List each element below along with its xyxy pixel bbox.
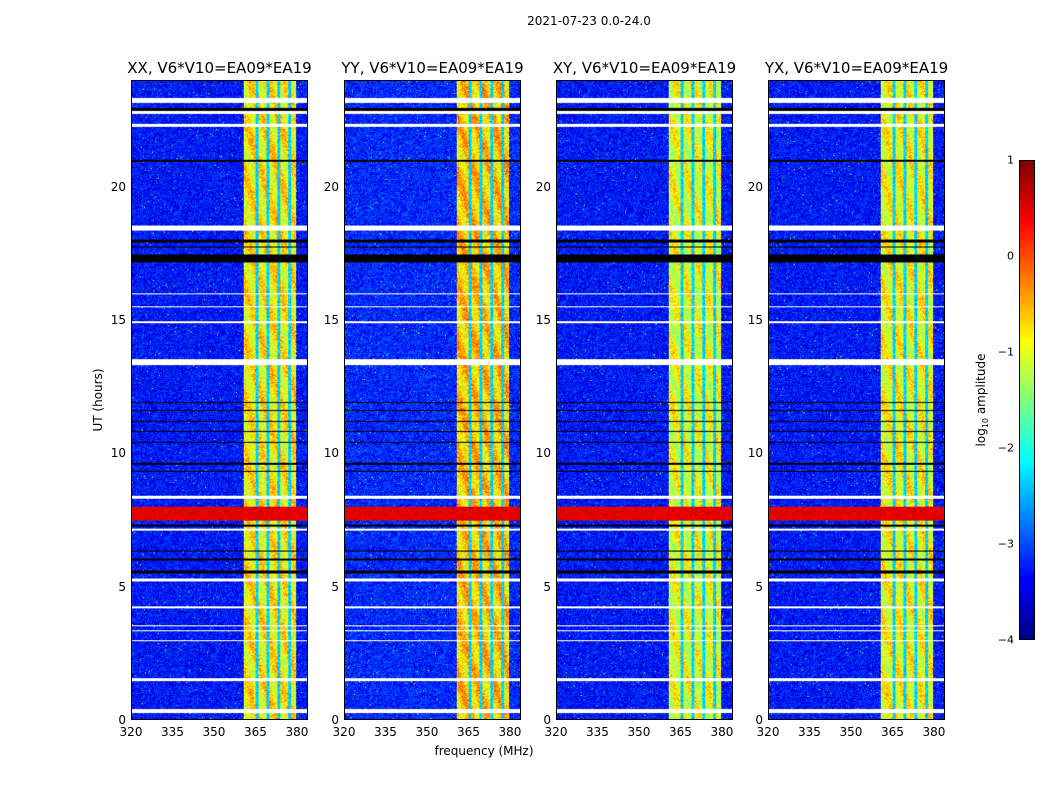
x-tick-label: 350	[202, 725, 226, 739]
colorbar-tick-label: −1	[997, 345, 1014, 359]
y-tick-label: 15	[323, 313, 339, 327]
y-tick-label: 0	[118, 713, 126, 727]
panel-title: XX, V6*V10=EA09*EA19	[127, 59, 312, 77]
y-tick-label: 0	[331, 713, 339, 727]
y-tick-label: 20	[323, 179, 339, 194]
x-tick-label: 320	[332, 725, 356, 739]
colorbar-tick-label: 1	[1007, 153, 1014, 167]
x-tick-label: 380	[498, 725, 522, 739]
y-tick-label: 0	[755, 713, 763, 727]
heatmap-cells	[132, 81, 307, 719]
y-tick-label: 15	[535, 313, 551, 327]
x-tick-label: 335	[161, 725, 184, 739]
panel-title: XY, V6*V10=EA09*EA19	[552, 59, 737, 77]
colorbar	[1019, 160, 1035, 640]
x-tick-label: 350	[627, 725, 651, 739]
x-tick-label: 350	[415, 725, 439, 739]
colorbar-tick-label: −3	[997, 537, 1014, 551]
y-tick-label: 20	[535, 179, 551, 194]
heatmap-cells	[557, 81, 732, 719]
spectrogram-panel	[556, 80, 733, 720]
colorbar-tick-label: −4	[997, 633, 1014, 647]
x-tick-label: 380	[710, 725, 734, 739]
x-tick-label: 320	[119, 725, 143, 739]
panel-title: YY, V6*V10=EA09*EA19	[341, 59, 524, 77]
colorbar-tick-label: 0	[1007, 249, 1014, 263]
spectrogram-panel	[768, 80, 945, 720]
x-tick-label: 365	[457, 725, 480, 739]
x-tick-label: 335	[586, 725, 609, 739]
colorbar-label: log10 amplitude	[973, 353, 991, 447]
x-tick-label: 380	[922, 725, 946, 739]
x-tick-label: 320	[756, 725, 780, 739]
y-tick-label: 0	[543, 713, 551, 727]
spectrogram-panel	[344, 80, 521, 720]
x-tick-label: 320	[544, 725, 568, 739]
y-axis-label: UT (hours)	[91, 368, 105, 432]
colorbar-tick-label: −2	[997, 441, 1014, 455]
figure-title: 2021-07-23 0.0-24.0	[527, 14, 651, 28]
y-tick-label: 20	[747, 179, 763, 194]
y-tick-label: 10	[747, 446, 763, 461]
y-tick-label: 5	[543, 579, 551, 594]
x-tick-label: 365	[244, 725, 267, 739]
heatmap-cells	[345, 81, 520, 719]
y-tick-label: 20	[110, 179, 126, 194]
x-axis-label: frequency (MHz)	[434, 744, 534, 758]
x-tick-label: 335	[798, 725, 821, 739]
x-tick-label: 380	[285, 725, 309, 739]
y-tick-label: 15	[110, 313, 126, 327]
x-tick-label: 365	[881, 725, 904, 739]
x-tick-label: 335	[374, 725, 397, 739]
y-tick-label: 10	[535, 446, 551, 461]
x-tick-label: 365	[669, 725, 692, 739]
x-tick-label: 350	[839, 725, 863, 739]
y-tick-label: 5	[118, 579, 126, 594]
heatmap-cells	[769, 81, 944, 719]
spectrogram-panel	[131, 80, 308, 720]
y-tick-label: 5	[755, 579, 763, 594]
y-tick-label: 10	[110, 446, 126, 461]
y-tick-label: 15	[747, 313, 763, 327]
y-tick-label: 10	[323, 446, 339, 461]
y-tick-label: 5	[331, 579, 339, 594]
panel-title: YX, V6*V10=EA09*EA19	[764, 59, 949, 77]
